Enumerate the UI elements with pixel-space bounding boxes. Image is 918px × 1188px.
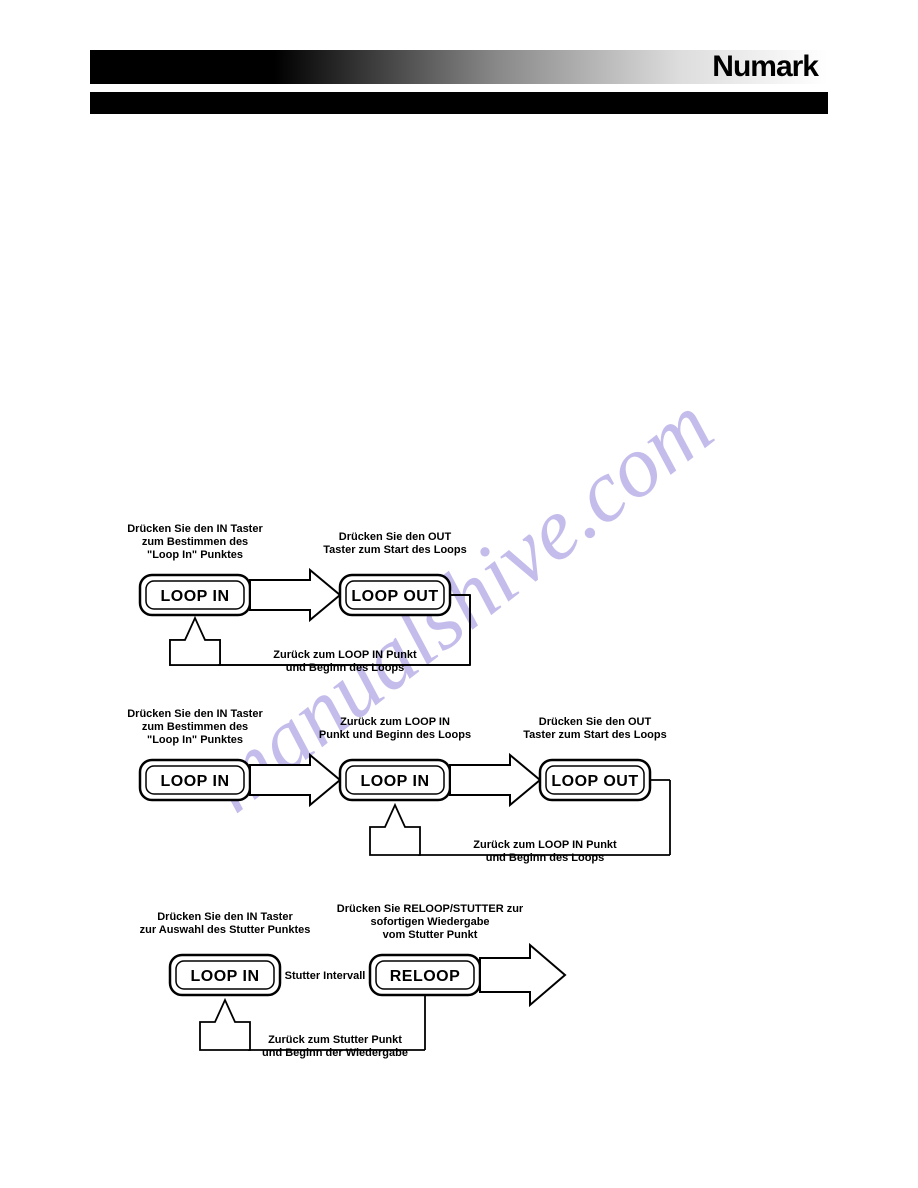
d1-up-arrow <box>170 618 220 665</box>
d1-caption2-l1: Drücken Sie den OUT <box>339 531 452 543</box>
d2-c2-l2: Punkt und Beginn des Loops <box>319 729 471 741</box>
d1-btn1-label: LOOP IN <box>161 588 230 605</box>
d2-c3-l1: Drücken Sie den OUT <box>539 716 652 728</box>
d3-fb-l2: und Beginn der Wiedergabe <box>262 1047 408 1059</box>
d1-caption1-l3: "Loop In" Punktes <box>147 549 243 561</box>
d2-c3-l2: Taster zum Start des Loops <box>523 729 666 741</box>
d1-caption1-l2: zum Bestimmen des <box>142 536 248 548</box>
diagrams-container: Drücken Sie den IN Taster zum Bestimmen … <box>110 520 918 1105</box>
d1-fb-l1: Zurück zum LOOP IN Punkt <box>273 649 417 661</box>
d3-up-arrow <box>200 1000 250 1050</box>
d3-b2: RELOOP <box>390 968 461 985</box>
diagram-loop-retrigger: Drücken Sie den IN Taster zum Bestimmen … <box>110 705 790 895</box>
d1-caption2-l2: Taster zum Start des Loops <box>323 544 466 556</box>
d2-b2: LOOP IN <box>361 773 430 790</box>
d1-fb-l2: und Beginn des Loops <box>286 662 405 674</box>
d3-c1-l2: zur Auswahl des Stutter Punktes <box>140 924 311 936</box>
diagram-stutter: Drücken Sie den IN Taster zur Auswahl de… <box>110 900 690 1100</box>
d3-c2-l3: vom Stutter Punkt <box>383 929 478 941</box>
d1-arrow-fwd <box>250 570 340 620</box>
d3-mid: Stutter Intervall <box>285 970 366 982</box>
d2-c2-l1: Zurück zum LOOP IN <box>340 716 450 728</box>
d3-c2-l2: sofortigen Wiedergabe <box>370 916 489 928</box>
brand-logo: Numark <box>712 50 818 84</box>
d2-c1-l3: "Loop In" Punktes <box>147 734 243 746</box>
d3-c2-l1: Drücken Sie RELOOP/STUTTER zur <box>337 903 524 915</box>
d3-b1: LOOP IN <box>191 968 260 985</box>
d2-c1-l2: zum Bestimmen des <box>142 721 248 733</box>
header-gradient-bar: Numark <box>90 50 828 84</box>
d1-caption1-l1: Drücken Sie den IN Taster <box>127 523 263 535</box>
d2-up-arrow <box>370 805 420 855</box>
sub-black-bar <box>90 92 828 114</box>
d3-c1-l1: Drücken Sie den IN Taster <box>157 911 293 923</box>
d3-arrow-out <box>480 945 565 1005</box>
d2-arrow2 <box>450 755 540 805</box>
d2-fb-l2: und Beginn des Loops <box>486 852 605 864</box>
d2-b3: LOOP OUT <box>551 773 638 790</box>
d2-fb-l1: Zurück zum LOOP IN Punkt <box>473 839 617 851</box>
d2-b1: LOOP IN <box>161 773 230 790</box>
d3-fb-l1: Zurück zum Stutter Punkt <box>268 1034 402 1046</box>
d2-arrow1 <box>250 755 340 805</box>
d1-btn2-label: LOOP OUT <box>351 588 438 605</box>
diagram-loop-basic: Drücken Sie den IN Taster zum Bestimmen … <box>110 520 630 700</box>
d2-c1-l1: Drücken Sie den IN Taster <box>127 708 263 720</box>
